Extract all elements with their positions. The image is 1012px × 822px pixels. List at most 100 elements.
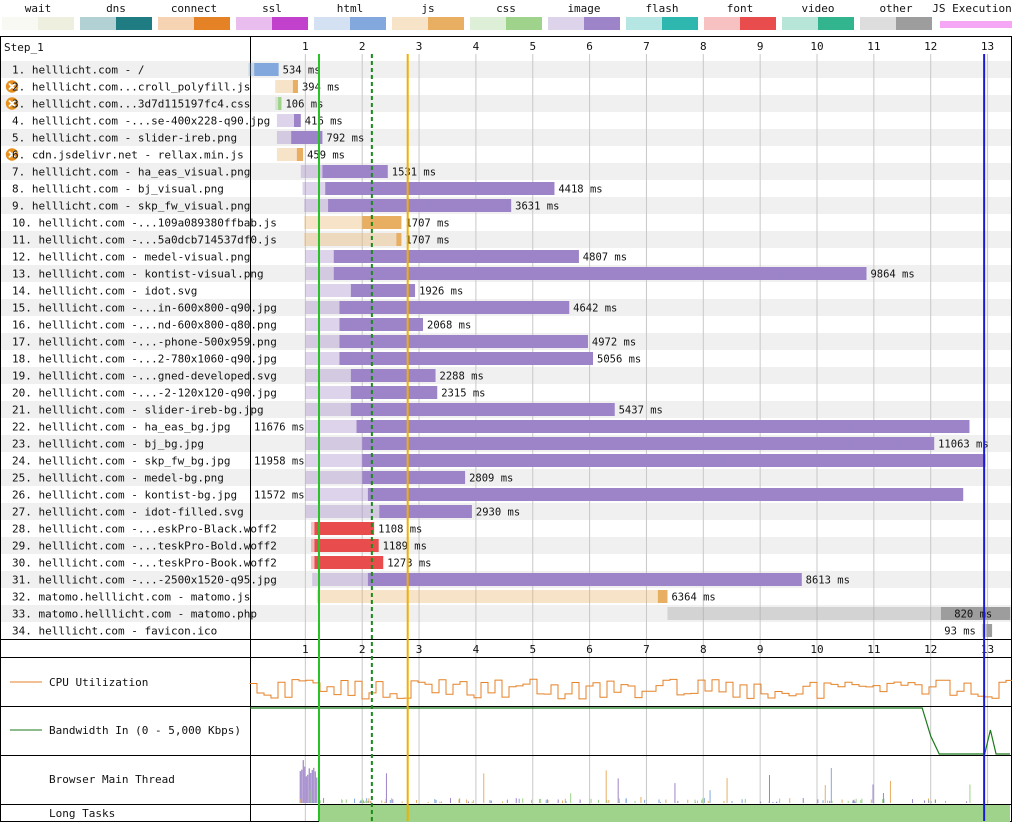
main-thread-bar [687,799,689,803]
request-data-chunk [416,301,422,314]
x-tick-label: 11 [867,40,880,53]
request-data-chunk [922,420,928,433]
request-data-chunk [635,267,641,280]
main-thread-bar [870,799,872,803]
main-thread-bar [369,801,371,803]
x-tick-label: 13 [981,643,994,656]
main-thread-bar [361,798,363,803]
legend-label: other [879,2,912,15]
request-label: 20. helllicht.com -...-2-120x120-q90.jpg [12,387,277,400]
request-row: 32. matomo.helllicht.com - matomo.js 6364… [12,590,716,604]
request-label: 19. helllicht.com -...gned-developed.svg [12,370,277,383]
request-data-chunk [689,573,695,586]
request-duration: 1273 ms [387,558,431,570]
main-thread-bar [359,801,361,803]
legend-swatch [428,17,464,30]
request-label: 13. helllicht.com - kontist-visual.png [12,268,264,281]
request-download-bar [291,131,323,144]
main-thread-bar [506,799,508,803]
request-label: 32. matomo.helllicht.com - matomo.js [12,591,250,604]
main-thread-bar [768,775,770,803]
request-wait-bar [276,131,292,144]
request-download-bar [362,216,402,229]
x-tick-label: 9 [757,40,764,53]
main-thread-bar [471,801,473,803]
main-thread-bar [726,778,728,803]
request-duration: 9864 ms [870,269,914,281]
main-thread-bar [341,799,343,803]
x-tick-label: 4 [473,40,480,53]
request-receive-bar [339,352,594,365]
request-data-chunk [771,488,781,501]
main-thread-bar [966,801,968,803]
request-label: 18. helllicht.com -...2-780x1060-q90.jpg [12,353,277,366]
request-row: 31. helllicht.com -...-2500x1520-q95.jpg… [12,573,850,587]
bandwidth-label: Bandwidth In (0 - 5,000 Kbps) [49,724,241,737]
request-data-chunk [433,403,439,416]
main-thread-bar [391,798,393,803]
main-thread-bar [709,790,711,803]
request-label: 15. helllicht.com -...in-600x800-q90.jpg [12,302,277,315]
main-thread-bar [860,800,862,803]
main-thread-bar [618,798,620,803]
request-duration: 1531 ms [392,167,436,179]
legend-label: dns [106,2,126,15]
request-data-chunk [819,454,826,467]
request-row: 23. helllicht.com - bj_bg.jpg 11063 ms [12,437,989,451]
request-data-chunk [760,573,766,586]
request-duration: 2288 ms [440,371,484,383]
request-data-chunk [495,573,502,586]
x-tick-label: 8 [700,40,707,53]
main-thread-bar [381,800,383,803]
main-thread-bar [449,798,451,803]
request-label: 28. helllicht.com -...eskPro-Black.woff2 [12,523,277,536]
request-duration: 1707 ms [405,235,449,247]
request-row: 21. helllicht.com - slider-ireb-bg.jpg 54… [12,403,663,417]
main-thread-bar [707,800,709,803]
legend-swatch [350,17,386,30]
main-thread-bar [830,768,832,803]
main-thread-bar [608,800,610,803]
row-background [1,367,1011,384]
request-row: 19. helllicht.com -...gned-developed.svg… [12,369,484,383]
request-receive-bar [339,301,570,314]
main-thread-bar [385,773,387,803]
main-thread-bar [366,798,368,803]
error-icon-cross [8,99,16,108]
request-data-chunk [882,420,889,433]
request-wait-bar [305,284,351,297]
request-data-chunk [453,199,459,212]
main-thread-bar [852,800,854,803]
x-tick-label: 8 [700,643,707,656]
main-thread-bar [861,798,863,803]
request-data-chunk [677,267,684,280]
request-data-chunk [674,420,681,433]
main-thread-bar [606,800,608,803]
main-thread-bar [309,790,311,803]
request-download-bar [314,522,375,535]
x-tick-label: 6 [586,40,593,53]
main-thread-bar [625,798,627,803]
main-thread-bar [467,801,469,803]
x-tick-label: 1 [302,40,309,53]
legend-swatch [662,17,698,30]
main-thread-bar [768,801,770,803]
request-wait-bar [312,573,368,586]
request-wait-bar [276,148,297,161]
main-thread-bar [853,799,855,803]
request-data-chunk [842,437,849,450]
request-duration: 3631 ms [515,201,559,213]
main-thread-bar [518,798,520,803]
legend-swatch [116,17,152,30]
main-thread-bar [930,801,932,803]
request-data-chunk [626,454,633,467]
request-download-bar [940,607,1011,620]
request-data-chunk [546,182,555,195]
request-wait-bar [305,386,351,399]
row-background [1,129,1011,146]
x-tick-label: 6 [586,643,593,656]
legend-swatch [38,17,74,30]
request-label: 8. helllicht.com - bj_visual.png [12,183,224,196]
request-label: 9. helllicht.com - skp_fw_visual.png [12,200,250,213]
request-wait-bar [305,471,363,484]
